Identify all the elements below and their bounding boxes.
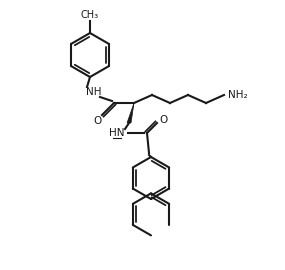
Text: HN: HN — [109, 128, 125, 138]
Text: CH₃: CH₃ — [81, 10, 99, 20]
Text: O: O — [93, 116, 101, 126]
Text: NH: NH — [86, 87, 102, 97]
Text: NH₂: NH₂ — [228, 90, 248, 100]
Text: O: O — [160, 115, 168, 125]
Polygon shape — [127, 103, 134, 123]
